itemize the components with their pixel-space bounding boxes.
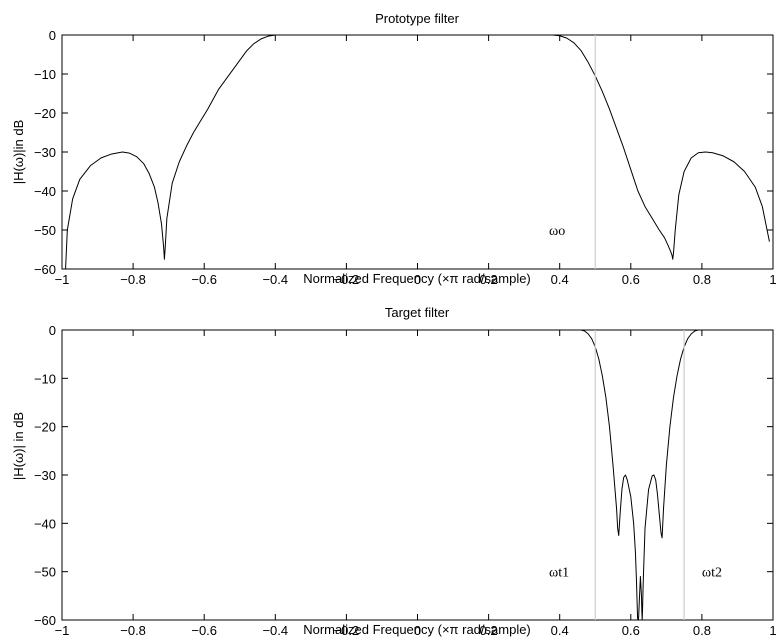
y-tick-label: −30 — [34, 145, 56, 160]
x-tick-label: −0.6 — [191, 623, 217, 638]
chart-title: Prototype filter — [375, 11, 459, 26]
magnitude-response-line — [580, 329, 699, 621]
x-tick-label: 0.6 — [622, 272, 640, 287]
y-tick-label: −50 — [34, 223, 56, 238]
x-axis-label: Normalized Frequency (×π rad/sample) — [303, 271, 531, 286]
annotation-label: ωt1 — [549, 566, 569, 581]
x-axis-label: Normalized Frequency (×π rad/sample) — [303, 622, 531, 637]
prototype-filter-plot: Prototype filter −1 −0.8 −0.6 −0.4 −0.2 0 0.2 0… — [11, 11, 777, 287]
x-tick-label: 1 — [769, 623, 776, 638]
y-tick-label: −20 — [34, 420, 56, 435]
y-tick-label: −40 — [34, 516, 56, 531]
annotation-label: ωo — [549, 224, 565, 239]
x-tick-label: −0.8 — [120, 272, 146, 287]
x-tick-label: −1 — [55, 623, 70, 638]
y-tick-label: −50 — [34, 565, 56, 580]
x-tick-label: 0.2 — [480, 272, 498, 287]
x-tick-label: −0.2 — [334, 623, 360, 638]
y-axis-label: |H(ω)| in dB — [11, 412, 26, 480]
x-tick-label: 0 — [414, 272, 421, 287]
magnitude-response-line — [65, 34, 770, 270]
y-tick-label: −10 — [34, 67, 56, 82]
x-tick-label: −0.4 — [262, 272, 288, 287]
x-tick-label: 0.6 — [622, 623, 640, 638]
x-tick-label: −1 — [55, 272, 70, 287]
y-tick-label: −40 — [34, 184, 56, 199]
y-tick-label: 0 — [49, 28, 56, 43]
x-tick-label: 0.8 — [693, 623, 711, 638]
y-tick-label: −60 — [34, 262, 56, 277]
y-tick-label: 0 — [49, 323, 56, 338]
annotation-label: ωt2 — [702, 566, 722, 581]
x-tick-label: −0.2 — [334, 272, 360, 287]
x-tick-label: 0.4 — [551, 272, 569, 287]
y-tick-label: −60 — [34, 613, 56, 628]
y-tick-label: −20 — [34, 106, 56, 121]
target-filter-plot: Target filter −1 −0.8 −0.6 −0.4 −0.2 0 0.2 0.4 0… — [11, 305, 777, 638]
x-tick-label: 0.8 — [693, 272, 711, 287]
y-axis-label: |H(ω)|in dB — [11, 120, 26, 185]
y-tick-label: −30 — [34, 468, 56, 483]
chart-title: Target filter — [385, 305, 450, 320]
x-tick-label: 0.4 — [551, 623, 569, 638]
x-tick-label: −0.6 — [191, 272, 217, 287]
x-tick-label: 0.2 — [480, 623, 498, 638]
x-tick-label: 0 — [414, 623, 421, 638]
y-tick-label: −10 — [34, 371, 56, 386]
x-tick-label: −0.8 — [120, 623, 146, 638]
x-tick-label: −0.4 — [262, 623, 288, 638]
x-tick-label: 1 — [769, 272, 776, 287]
